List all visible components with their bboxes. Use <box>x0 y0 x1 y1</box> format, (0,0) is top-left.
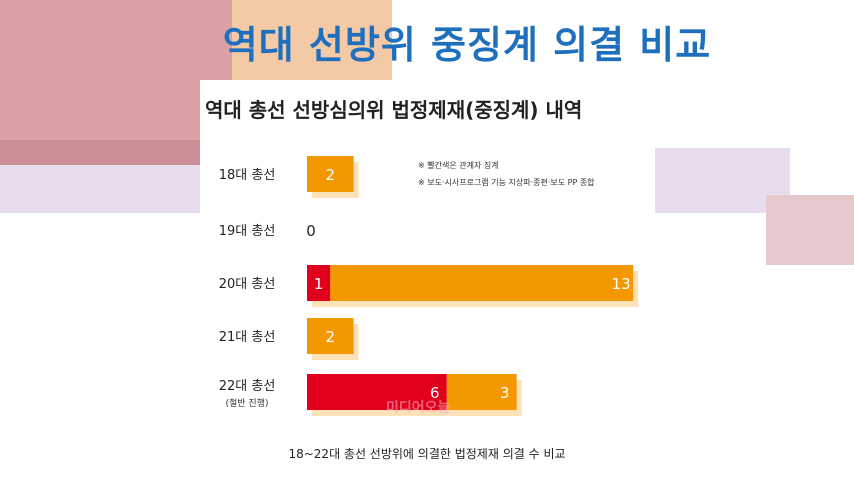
figure-caption: 18~22대 총선 선방위에 의결한 법정제재 의결 수 비교 <box>288 447 566 461</box>
bar-segment-orange <box>330 265 634 301</box>
chart-note-scope: ※ 보도·시사프로그램 기능 지상파·종편·보도 PP 종합 <box>418 178 595 187</box>
category-label: 21대 총선 <box>219 330 276 345</box>
data-label: 3 <box>500 384 510 402</box>
chart-title: 역대 총선 선방심의위 법정제재(중징계) 내역 <box>205 98 583 122</box>
category-sublabel: (절반 진행) <box>225 397 268 409</box>
bar-segment-orange <box>307 156 354 192</box>
chart-note-red: ※ 빨간색은 관계자 징계 <box>418 161 499 170</box>
decor-block-dark-rose <box>0 140 200 165</box>
data-label: 13 <box>612 275 631 293</box>
category-label: 19대 총선 <box>219 224 276 239</box>
data-label-zero: 0 <box>306 222 316 240</box>
bar-segment-orange <box>446 374 517 410</box>
bar-segment-orange <box>307 318 354 354</box>
decor-block-pink-right <box>766 195 854 265</box>
chart-card <box>200 80 655 420</box>
category-label: 22대 총선 <box>219 379 276 394</box>
data-label: 6 <box>430 384 440 402</box>
bar-segment-red <box>307 265 331 301</box>
category-label: 18대 총선 <box>219 168 276 183</box>
data-label: 1 <box>314 275 324 293</box>
data-label: 2 <box>326 166 336 184</box>
watermark-logo: 미디어오늘 <box>386 400 451 416</box>
data-label: 2 <box>326 328 336 346</box>
page-title: 역대 선방위 중징계 의결 비교 <box>222 23 712 67</box>
category-label: 20대 총선 <box>219 277 276 292</box>
bar-segment-red <box>307 374 447 410</box>
decor-block-lavender-left <box>0 165 200 213</box>
decor-block-peach <box>232 0 392 80</box>
